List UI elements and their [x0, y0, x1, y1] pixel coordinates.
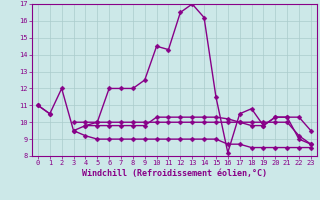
X-axis label: Windchill (Refroidissement éolien,°C): Windchill (Refroidissement éolien,°C) — [82, 169, 267, 178]
